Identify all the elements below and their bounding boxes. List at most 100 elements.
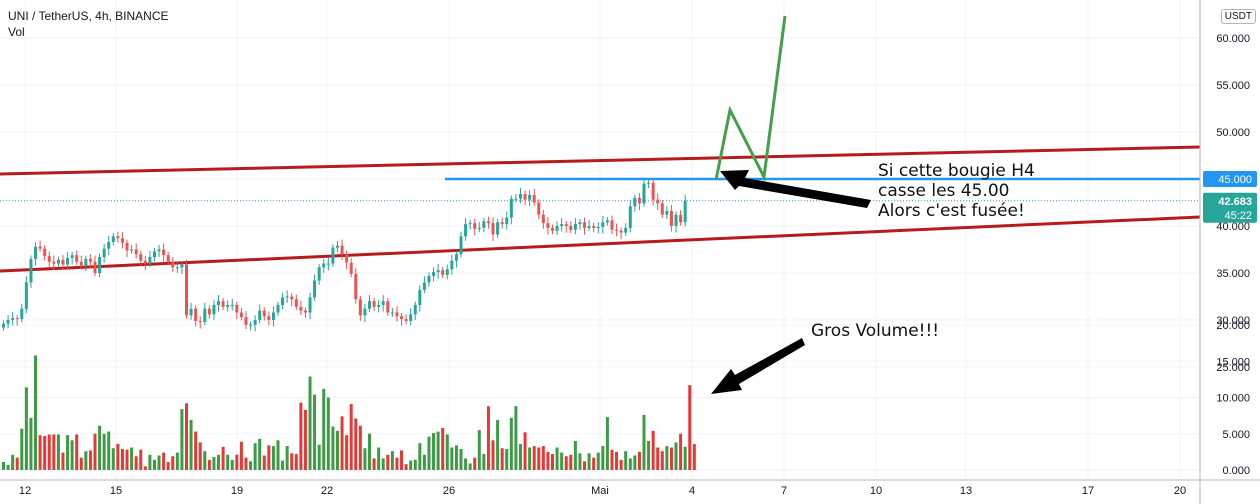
candle	[175, 267, 179, 269]
candle	[317, 267, 321, 281]
candle	[368, 301, 371, 309]
volume-bar	[454, 445, 458, 470]
candle	[152, 251, 156, 258]
volume-bar	[143, 466, 147, 470]
volume-bar	[29, 417, 33, 470]
volume-bar	[390, 451, 394, 470]
candle	[198, 320, 202, 322]
candle	[125, 242, 129, 251]
volume-bar	[267, 445, 271, 470]
volume-bar	[116, 443, 120, 470]
candle	[372, 301, 376, 307]
volume-bar	[537, 447, 541, 470]
volume-bar	[372, 458, 376, 470]
candle	[203, 308, 207, 322]
candle	[592, 226, 596, 228]
candle	[386, 301, 390, 313]
price-tick-label: 40.000	[1216, 221, 1250, 233]
candle	[432, 272, 436, 276]
volume-bar	[583, 461, 587, 470]
volume-bar	[303, 409, 307, 470]
drawing-layer	[0, 15, 1201, 273]
candle	[445, 269, 449, 275]
candles	[2, 177, 687, 332]
time-tick-label: 15	[110, 485, 122, 497]
candle	[93, 261, 97, 273]
volume-bar	[381, 458, 385, 470]
volume-bar	[560, 452, 564, 470]
candle	[441, 270, 445, 275]
volume-bar	[633, 455, 637, 470]
candle	[139, 254, 143, 261]
last-price-label: 42.683	[1218, 196, 1252, 208]
volume-bar	[679, 433, 683, 470]
chart-legend: UNI / TetherUS, 4h, BINANCE Vol	[8, 8, 169, 40]
volume-bar	[203, 451, 207, 470]
volume-bar	[139, 449, 143, 470]
volume-bar	[98, 425, 102, 470]
candle	[107, 241, 111, 249]
volume-bar	[427, 436, 431, 470]
countdown-label: 45:22	[1224, 210, 1252, 222]
volume-bar	[258, 438, 262, 470]
candle	[66, 257, 70, 265]
currency-badge[interactable]: USDT	[1220, 9, 1256, 24]
candle	[162, 249, 166, 256]
candle	[464, 224, 468, 237]
candle	[674, 214, 678, 226]
arrow-to-candle	[720, 170, 871, 208]
volume-bar	[601, 446, 605, 470]
candle	[157, 249, 161, 252]
volume-bar	[509, 417, 513, 470]
volume-bar	[615, 451, 619, 470]
candle	[230, 304, 234, 306]
volume-bar	[102, 433, 106, 470]
candle	[235, 304, 239, 313]
volume-bar	[491, 440, 495, 470]
volume-bar	[271, 446, 275, 470]
volume-bar	[422, 454, 426, 470]
candle	[390, 312, 394, 314]
volume-bar	[377, 447, 381, 470]
candle	[436, 270, 440, 273]
candle	[601, 222, 605, 227]
candle	[605, 220, 609, 223]
volume-bar	[473, 457, 477, 470]
candle	[61, 259, 65, 265]
volume-bar	[656, 447, 660, 470]
candle	[509, 198, 513, 218]
candle	[102, 248, 106, 258]
volume-bar	[79, 457, 83, 470]
price-tick-label: 60.000	[1216, 33, 1250, 45]
candle	[596, 226, 600, 228]
volume-bar	[52, 434, 56, 470]
volume-bar	[349, 404, 353, 470]
candle	[331, 247, 335, 264]
candle	[98, 257, 102, 273]
volume-bar	[395, 457, 399, 470]
volume-bar	[75, 434, 79, 470]
volume-tick-label: 15.000	[1216, 356, 1250, 368]
candle	[418, 289, 422, 305]
volume-bar	[166, 462, 170, 470]
volume-bar	[404, 464, 408, 470]
volume-bar	[610, 449, 614, 470]
volume-bar	[628, 458, 632, 470]
level-marker	[1203, 171, 1257, 187]
volume-bar	[253, 443, 257, 470]
candle	[52, 261, 56, 264]
candle	[43, 248, 47, 257]
candle	[143, 260, 147, 264]
candle	[171, 261, 175, 268]
candle	[134, 249, 138, 255]
volume-bar	[207, 459, 211, 470]
volume-bar	[368, 433, 371, 470]
volume-bar	[477, 430, 481, 470]
volume-bar	[665, 446, 669, 470]
volume-bar	[285, 446, 289, 470]
candle	[637, 197, 641, 204]
candle	[326, 263, 330, 265]
volume-bar	[459, 448, 463, 470]
time-tick-label: 22	[321, 485, 333, 497]
price-tick-label: 35.000	[1216, 268, 1250, 280]
